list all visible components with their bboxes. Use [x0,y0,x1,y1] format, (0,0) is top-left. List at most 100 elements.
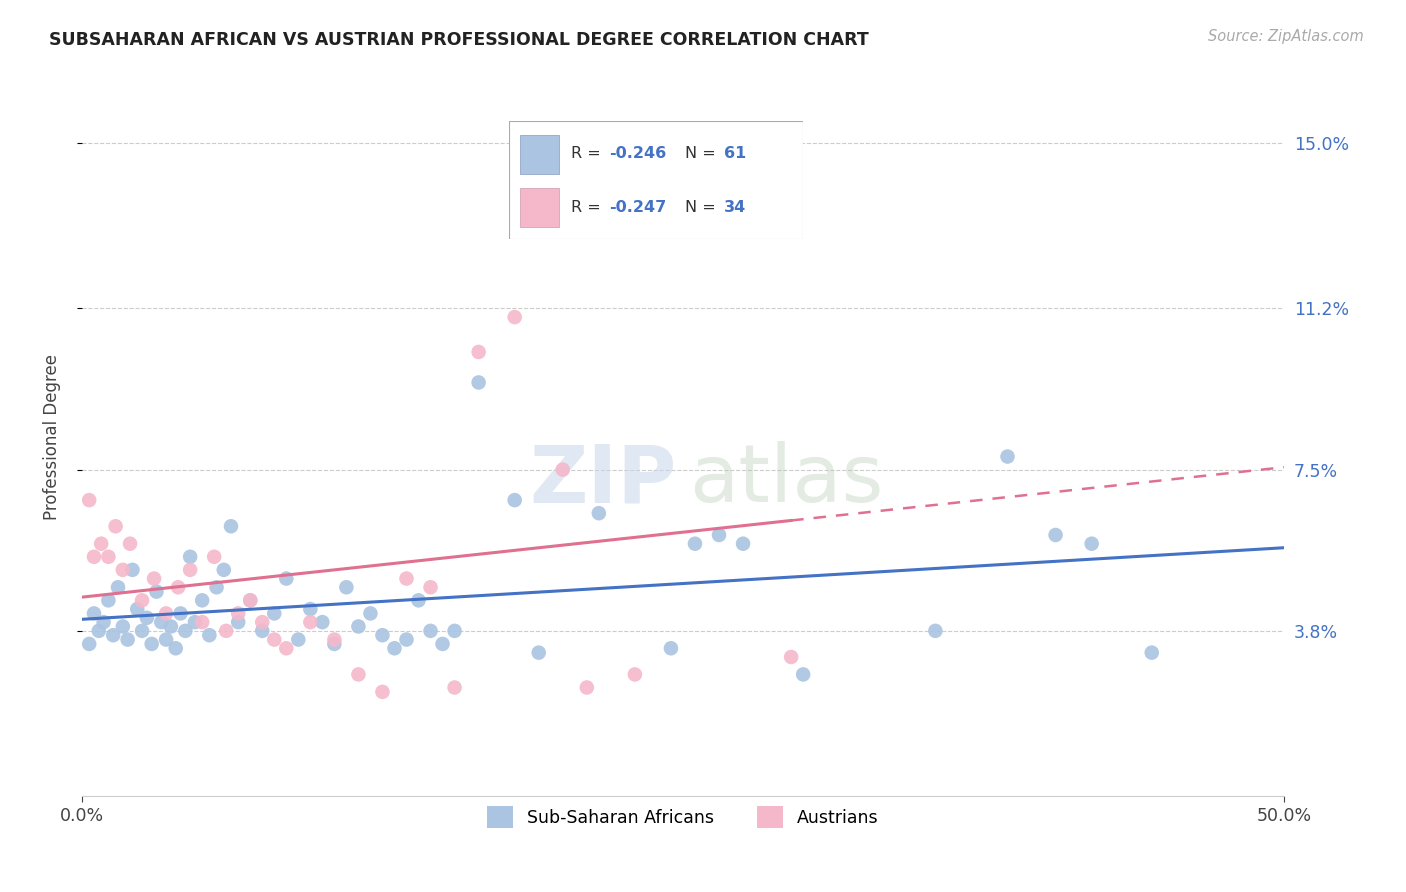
Point [707,528,730,542]
Point [551,462,574,476]
Point [299,602,322,616]
Point [443,624,465,638]
Text: ZIP: ZIP [530,441,676,519]
Point [467,376,489,390]
Point [659,641,682,656]
Point [184,615,207,629]
Point [263,607,285,621]
Point [252,624,274,638]
Point [179,549,201,564]
Point [83,549,105,564]
Point [167,580,190,594]
Point [205,580,228,594]
Point [90,537,112,551]
Point [276,572,298,586]
Point [371,628,394,642]
Point [202,549,225,564]
Point [215,624,238,638]
Point [443,681,465,695]
Y-axis label: Professional Degree: Professional Degree [44,354,60,520]
Point [780,650,803,665]
Point [347,619,370,633]
Point [419,580,441,594]
Point [135,611,157,625]
Point [77,637,100,651]
Point [683,145,706,159]
Point [191,593,214,607]
Point [111,563,134,577]
Text: SUBSAHARAN AFRICAN VS AUSTRIAN PROFESSIONAL DEGREE CORRELATION CHART: SUBSAHARAN AFRICAN VS AUSTRIAN PROFESSIO… [49,31,869,49]
Point [97,593,120,607]
Point [219,519,242,533]
Point [160,619,183,633]
Point [226,607,249,621]
Point [111,619,134,633]
Point [117,632,139,647]
Point [104,519,127,533]
Point [731,537,754,551]
Point [287,632,309,647]
Point [323,632,346,647]
Point [924,624,946,638]
Point [1045,528,1067,542]
Text: atlas: atlas [689,441,883,519]
Point [239,593,262,607]
Point [347,667,370,681]
Point [408,593,430,607]
Point [141,637,163,651]
Point [276,641,298,656]
Point [395,572,418,586]
Point [155,632,177,647]
Point [1080,537,1102,551]
Point [174,624,197,638]
Point [179,563,201,577]
Point [145,584,167,599]
Point [226,615,249,629]
Point [384,641,406,656]
Point [93,615,115,629]
Point [103,628,125,642]
Point [131,593,153,607]
Point [107,580,129,594]
Point [87,624,110,638]
Point [503,493,526,508]
Legend: Sub-Saharan Africans, Austrians: Sub-Saharan Africans, Austrians [479,799,886,835]
Point [588,506,610,520]
Point [239,593,262,607]
Point [131,624,153,638]
Text: Source: ZipAtlas.com: Source: ZipAtlas.com [1208,29,1364,44]
Point [359,607,381,621]
Point [395,632,418,647]
Point [212,563,235,577]
Point [335,580,357,594]
Point [683,537,706,551]
Point [997,450,1019,464]
Point [169,607,191,621]
Point [77,493,100,508]
Point [155,607,177,621]
Point [198,628,221,642]
Point [624,667,647,681]
Point [97,549,120,564]
Point [150,615,173,629]
Point [503,310,526,324]
Point [83,607,105,621]
Point [527,646,550,660]
Point [165,641,187,656]
Point [323,637,346,651]
Point [143,572,166,586]
Point [792,667,814,681]
Point [127,602,149,616]
Point [263,632,285,647]
Point [371,685,394,699]
Point [575,681,598,695]
Point [467,345,489,359]
Point [299,615,322,629]
Point [252,615,274,629]
Point [432,637,454,651]
Point [118,537,141,551]
Point [1140,646,1163,660]
Point [191,615,214,629]
Point [121,563,143,577]
Point [311,615,333,629]
